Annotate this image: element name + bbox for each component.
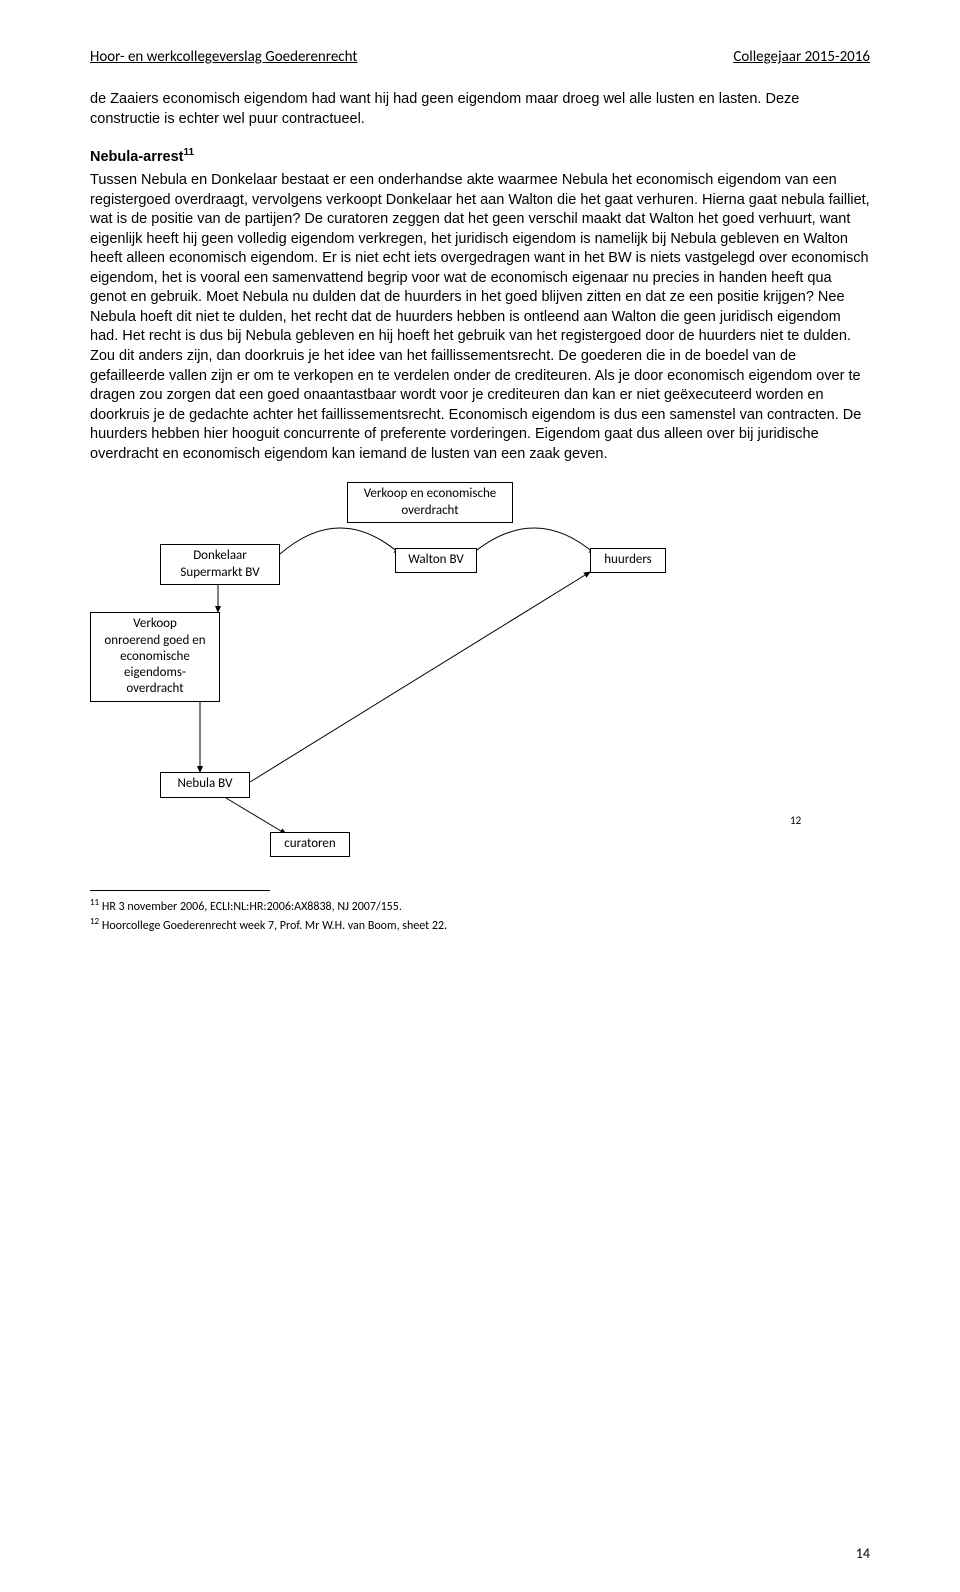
diagram-box-top-label: Verkoop en economischeoverdracht xyxy=(347,482,513,523)
intro-paragraph: de Zaaiers economisch eigendom had want … xyxy=(90,90,870,129)
diagram-box-curatoren: curatoren xyxy=(270,832,350,856)
diagram-box-huurders: huurders xyxy=(590,548,666,572)
footnote-12: 12 Hoorcollege Goederenrecht week 7, Pro… xyxy=(90,916,870,935)
diagram-box-nebula: Nebula BV xyxy=(160,772,250,798)
nebula-diagram: Verkoop en economischeoverdracht Donkela… xyxy=(90,482,810,862)
section-title: Nebula-arrest11 xyxy=(90,147,870,165)
header-right: Collegejaar 2015-2016 xyxy=(733,48,870,66)
diagram-box-donkelaar: DonkelaarSupermarkt BV xyxy=(160,544,280,585)
section-title-text: Nebula-arrest xyxy=(90,149,183,165)
section-body: Tussen Nebula en Donkelaar bestaat er ee… xyxy=(90,171,870,464)
diagram-box-verkoop: Verkooponroerend goed eneconomischeeigen… xyxy=(90,612,220,702)
footnotes: 11 HR 3 november 2006, ECLI:NL:HR:2006:A… xyxy=(90,897,870,934)
diagram-box-walton: Walton BV xyxy=(395,548,477,572)
page-header: Hoor- en werkcollegeverslag Goederenrech… xyxy=(90,48,870,66)
header-left: Hoor- en werkcollegeverslag Goederenrech… xyxy=(90,48,357,66)
page-number: 14 xyxy=(856,1545,870,1562)
footnote-11: 11 HR 3 november 2006, ECLI:NL:HR:2006:A… xyxy=(90,897,870,916)
footnotes-separator xyxy=(90,890,270,891)
diagram-footnote-ref: 12 xyxy=(790,814,801,827)
section-title-ref: 11 xyxy=(183,147,194,158)
